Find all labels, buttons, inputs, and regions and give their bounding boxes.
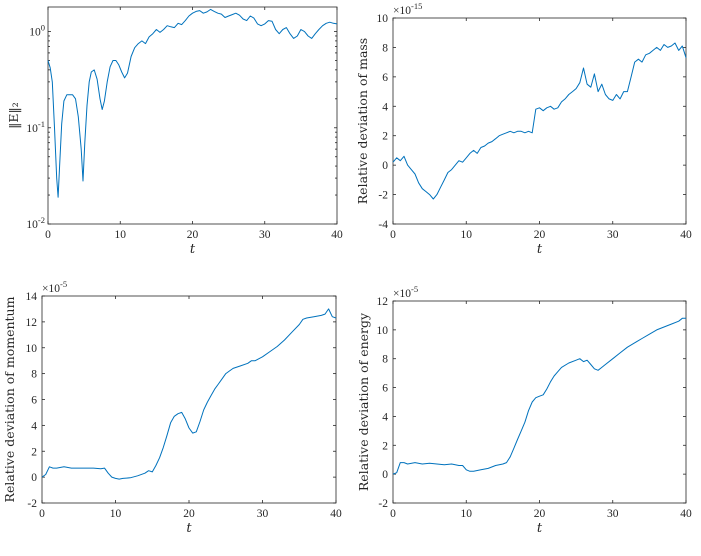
x-tick-label: 20 <box>534 508 546 520</box>
series-line <box>47 8 338 198</box>
chart-mass: 0 10 20 30 40 -4 -2 0 2 4 6 8 10 ×10-15 t Relative devi… <box>355 1 692 257</box>
y-tick-base: 10 <box>26 219 38 231</box>
y-tick-label: 0 <box>382 469 388 481</box>
y-tick-label: 0 <box>31 472 37 484</box>
y-tick-label: 8 <box>382 42 388 54</box>
y-tick-label: 10-2 <box>26 215 45 231</box>
x-tick-label: 40 <box>330 508 342 520</box>
y-tick-label: 10 <box>377 13 389 25</box>
x-tick-label: 20 <box>183 508 195 520</box>
axes-box <box>41 295 337 504</box>
y-tick-label: 0 <box>382 160 388 172</box>
y-tick-label: 4 <box>382 411 388 423</box>
y-tick-label: 4 <box>31 420 37 432</box>
y-axis-label: Relative deviation of energy <box>356 312 371 491</box>
x-tick-label: 40 <box>680 508 692 520</box>
exponent-times: ×10 <box>42 283 60 295</box>
exponent-value: -15 <box>411 1 422 11</box>
y-tick-label: 10 <box>377 325 389 337</box>
y-tick-label: 6 <box>31 395 37 407</box>
y-tick-label: 14 <box>26 291 38 303</box>
y-tick-label: 6 <box>382 383 388 395</box>
exponent-times: ×10 <box>393 5 411 17</box>
y-axis-label: ‖E‖₂ <box>6 102 21 129</box>
x-tick-label: 30 <box>259 229 271 241</box>
exponent-label: ×10-15 <box>393 1 422 17</box>
x-tick-label: 10 <box>461 508 473 520</box>
y-tick-label: 2 <box>31 446 37 458</box>
y-tick-label: -4 <box>378 219 388 231</box>
x-tick-label: 40 <box>331 229 343 241</box>
axes-box <box>392 17 687 225</box>
x-tick-label: 0 <box>390 229 396 241</box>
y-tick-label: 8 <box>382 354 388 366</box>
y-tick-label: 10 <box>26 343 38 355</box>
x-tick-label: 20 <box>187 229 199 241</box>
x-tick-label: 30 <box>257 508 269 520</box>
y-tick-label: 2 <box>382 131 388 143</box>
x-tick-label: 10 <box>115 229 127 241</box>
x-tick-label: 30 <box>607 508 619 520</box>
x-tick-label: 0 <box>39 508 45 520</box>
x-axis-label: t <box>537 242 543 257</box>
y-tick-label: 8 <box>31 369 37 381</box>
exponent-value: -5 <box>411 284 418 294</box>
x-axis-label: t <box>186 521 192 536</box>
x-axis-label: t <box>190 242 196 257</box>
y-tick-label: 2 <box>382 440 388 452</box>
axes-box <box>392 300 687 504</box>
y-tick-exp: 0 <box>41 23 45 33</box>
y-tick-label: -2 <box>27 498 37 510</box>
y-tick-label: -2 <box>378 190 388 202</box>
y-tick-exp: -1 <box>38 119 45 129</box>
x-tick-label: 0 <box>45 229 51 241</box>
y-axis-label: Relative deviation of momentum <box>2 296 17 502</box>
y-tick-label: 12 <box>377 296 389 308</box>
series-line <box>41 308 337 480</box>
x-tick-label: 0 <box>390 508 396 520</box>
y-axis-label: Relative deviation of mass <box>355 38 370 204</box>
y-tick-label: 4 <box>382 101 388 113</box>
x-tick-label: 10 <box>461 229 473 241</box>
x-tick-label: 30 <box>607 229 619 241</box>
x-tick-label: 40 <box>680 229 692 241</box>
exponent-times: ×10 <box>393 288 411 300</box>
y-tick-base: 10 <box>26 123 38 135</box>
y-tick-label: -2 <box>378 498 388 510</box>
y-tick-label: 12 <box>26 317 38 329</box>
exponent-label: ×10-5 <box>393 284 418 300</box>
exponent-label: ×10-5 <box>42 279 67 295</box>
y-tick-label: 10-1 <box>26 119 45 135</box>
y-tick-label: 100 <box>29 23 45 39</box>
x-tick-label: 20 <box>534 229 546 241</box>
y-tick-label: 6 <box>382 72 388 84</box>
series-line <box>392 317 686 475</box>
x-tick-label: 10 <box>110 508 122 520</box>
exponent-value: -5 <box>60 279 67 289</box>
y-tick-base: 10 <box>29 27 41 39</box>
y-tick-exp: -2 <box>38 215 45 225</box>
x-axis-label: t <box>537 521 543 536</box>
axes-box <box>47 6 338 225</box>
series-line <box>392 42 687 200</box>
